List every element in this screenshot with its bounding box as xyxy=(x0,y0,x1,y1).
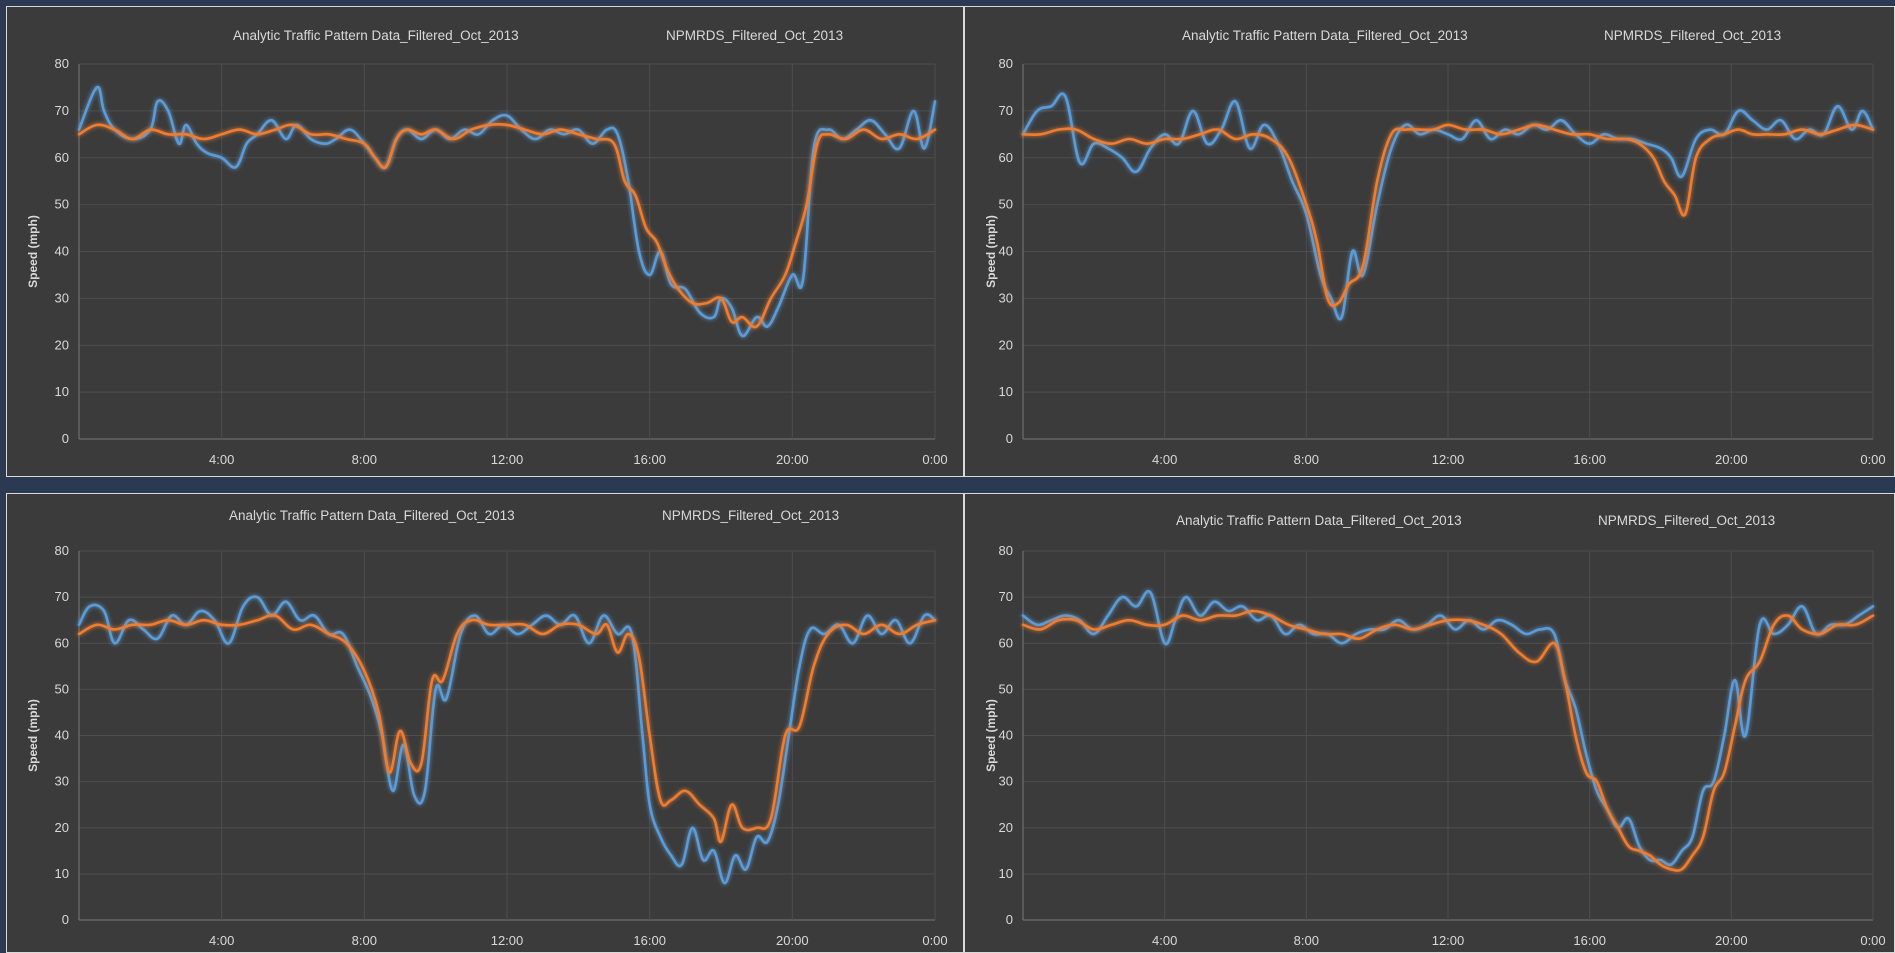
x-tick-label: 4:00 xyxy=(1152,452,1177,467)
x-tick-label: 20:00 xyxy=(1715,933,1748,948)
x-tick-label: 12:00 xyxy=(491,452,524,467)
y-tick-label: 80 xyxy=(999,56,1013,71)
y-axis-title: Speed (mph) xyxy=(984,215,998,288)
y-tick-label: 50 xyxy=(55,681,69,696)
legend-entry: NPMRDS_Filtered_Oct_2013 xyxy=(662,508,839,523)
x-tick-label: 0:00 xyxy=(1860,452,1885,467)
x-tick-label: 12:00 xyxy=(1432,933,1465,948)
series-line-npmrds xyxy=(77,613,937,843)
y-tick-label: 80 xyxy=(999,543,1013,558)
series-line-analytic xyxy=(77,85,937,338)
y-tick-label: 20 xyxy=(55,337,69,352)
y-tick-label: 50 xyxy=(999,197,1013,212)
x-tick-label: 20:00 xyxy=(1715,452,1748,467)
chart-svg: 0 10 20 30 40 50 60 70 80 4:00 8:00 12:00 16:00 20:00… xyxy=(26,28,948,467)
y-tick-label: 0 xyxy=(1006,431,1013,446)
legend-entry: NPMRDS_Filtered_Oct_2013 xyxy=(1604,28,1781,43)
x-tick-label: 4:00 xyxy=(1152,933,1177,948)
y-tick-label: 30 xyxy=(55,774,69,789)
x-tick-label: 0:00 xyxy=(1860,933,1885,948)
x-tick-label: 8:00 xyxy=(1294,933,1319,948)
y-tick-label: 10 xyxy=(55,384,69,399)
series-line-npmrds xyxy=(1021,123,1875,308)
y-axis-title: Speed (mph) xyxy=(26,215,40,288)
x-tick-label: 8:00 xyxy=(352,933,377,948)
legend-entry: Analytic Traffic Pattern Data_Filtered_O… xyxy=(1182,28,1468,43)
y-tick-label: 80 xyxy=(55,56,69,71)
y-tick-label: 70 xyxy=(999,103,1013,118)
y-tick-label: 50 xyxy=(999,681,1013,696)
y-axis-title: Speed (mph) xyxy=(26,699,40,772)
x-tick-label: 8:00 xyxy=(352,452,377,467)
y-tick-label: 70 xyxy=(55,589,69,604)
series-line-analytic xyxy=(77,595,937,885)
y-tick-label: 40 xyxy=(999,244,1013,259)
legend-entry: Analytic Traffic Pattern Data_Filtered_O… xyxy=(1176,513,1462,528)
chart-panel-top-left: 0 10 20 30 40 50 60 70 80 4:00 8:00 12:00 16:00 20:00… xyxy=(6,6,964,477)
x-tick-label: 4:00 xyxy=(209,452,234,467)
x-tick-label: 16:00 xyxy=(1573,452,1606,467)
y-tick-label: 0 xyxy=(62,431,69,446)
y-tick-label: 40 xyxy=(55,244,69,259)
y-tick-label: 60 xyxy=(999,150,1013,165)
x-tick-label: 12:00 xyxy=(1432,452,1465,467)
chart-svg: 0 10 20 30 40 50 60 70 80 4:00 8:00 12:00 16:00 20:00… xyxy=(984,513,1886,948)
y-tick-label: 60 xyxy=(55,635,69,650)
x-tick-label: 20:00 xyxy=(776,452,809,467)
y-tick-label: 10 xyxy=(999,384,1013,399)
y-tick-label: 30 xyxy=(55,290,69,305)
legend-entry: Analytic Traffic Pattern Data_Filtered_O… xyxy=(229,508,515,523)
chart-panel-bottom-right: 0 10 20 30 40 50 60 70 80 4:00 8:00 12:00 16:00 20:00… xyxy=(964,493,1895,953)
y-tick-label: 20 xyxy=(999,337,1013,352)
chart-svg: 0 10 20 30 40 50 60 70 80 4:00 8:00 12:00 16:00 20:00… xyxy=(26,508,948,948)
series-line-npmrds xyxy=(77,123,937,329)
y-tick-label: 70 xyxy=(999,589,1013,604)
y-tick-label: 30 xyxy=(999,774,1013,789)
y-tick-label: 60 xyxy=(55,150,69,165)
x-tick-label: 0:00 xyxy=(922,452,947,467)
y-tick-label: 60 xyxy=(999,635,1013,650)
y-tick-label: 40 xyxy=(999,728,1013,743)
y-tick-label: 40 xyxy=(55,728,69,743)
y-tick-label: 50 xyxy=(55,197,69,212)
y-tick-label: 30 xyxy=(999,290,1013,305)
y-tick-label: 0 xyxy=(1006,912,1013,927)
series-line-analytic xyxy=(1021,92,1875,321)
x-tick-label: 4:00 xyxy=(209,933,234,948)
y-tick-label: 80 xyxy=(55,543,69,558)
legend-entry: NPMRDS_Filtered_Oct_2013 xyxy=(666,28,843,43)
x-tick-label: 16:00 xyxy=(633,452,666,467)
y-tick-label: 70 xyxy=(55,103,69,118)
chart-panel-bottom-left: 0 10 20 30 40 50 60 70 80 4:00 8:00 12:00 16:00 20:00… xyxy=(6,493,964,953)
y-tick-label: 10 xyxy=(999,866,1013,881)
y-tick-label: 10 xyxy=(55,866,69,881)
x-tick-label: 12:00 xyxy=(491,933,524,948)
y-axis-title: Speed (mph) xyxy=(984,699,998,772)
x-tick-label: 16:00 xyxy=(1573,933,1606,948)
y-tick-label: 20 xyxy=(999,820,1013,835)
y-tick-label: 0 xyxy=(62,912,69,927)
x-tick-label: 0:00 xyxy=(922,933,947,948)
x-tick-label: 20:00 xyxy=(776,933,809,948)
legend-entry: NPMRDS_Filtered_Oct_2013 xyxy=(1598,513,1775,528)
y-tick-label: 20 xyxy=(55,820,69,835)
series-line-npmrds xyxy=(1021,609,1875,872)
chart-panel-top-right: 0 10 20 30 40 50 60 70 80 4:00 8:00 12:00 16:00 20:00… xyxy=(964,6,1895,477)
x-tick-label: 16:00 xyxy=(633,933,666,948)
legend-entry: Analytic Traffic Pattern Data_Filtered_O… xyxy=(233,28,519,43)
x-tick-label: 8:00 xyxy=(1294,452,1319,467)
chart-svg: 0 10 20 30 40 50 60 70 80 4:00 8:00 12:00 16:00 20:00… xyxy=(984,28,1886,467)
